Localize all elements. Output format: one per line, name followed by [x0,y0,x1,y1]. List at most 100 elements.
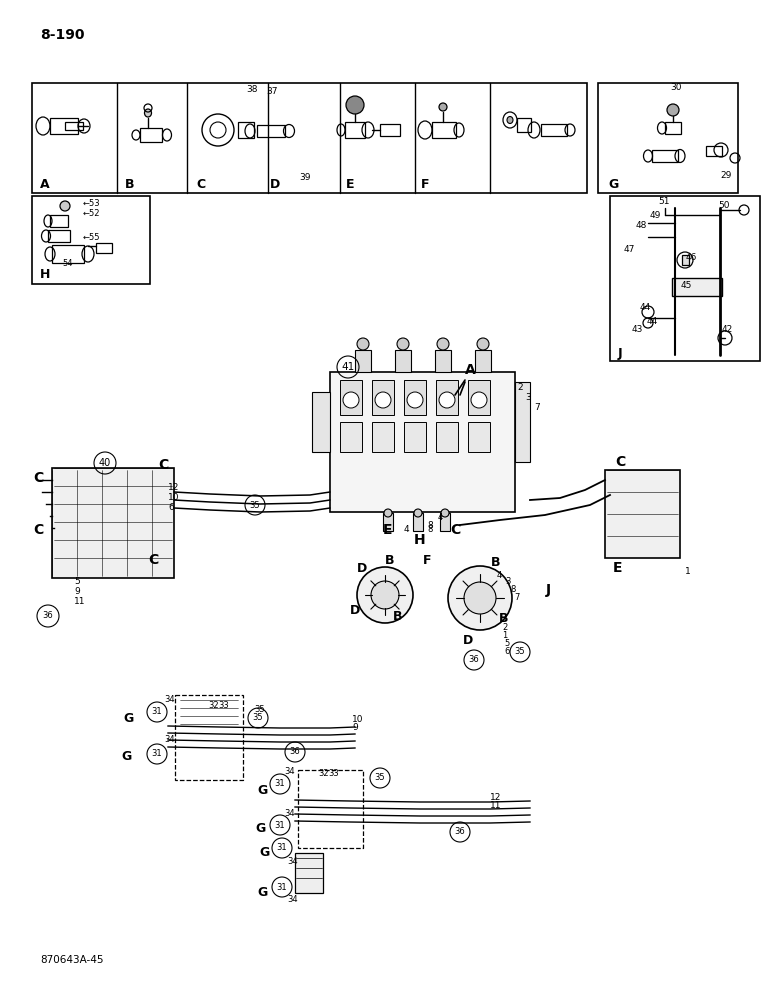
Text: G: G [260,846,270,859]
Text: F: F [423,554,431,566]
Text: 8: 8 [510,585,516,594]
Text: 36: 36 [43,611,53,620]
Text: 8: 8 [427,520,433,530]
Bar [340,422,362,452]
Bar [682,255,689,265]
Text: 32: 32 [209,702,219,710]
Bar [440,513,450,531]
Bar [372,380,394,415]
Bar [50,215,68,227]
Text: 29: 29 [720,172,732,180]
Bar [468,380,490,415]
Circle shape [384,509,392,517]
Bar [65,122,83,130]
Text: 8-190: 8-190 [40,28,84,42]
Text: 5: 5 [505,640,509,648]
Text: 30: 30 [670,83,682,92]
Text: D: D [270,178,280,192]
Text: D: D [463,634,473,647]
Text: 8: 8 [427,526,433,534]
Circle shape [357,567,413,623]
Text: B: B [393,610,402,624]
Text: 4: 4 [438,514,442,522]
Text: 7: 7 [534,403,540,412]
Circle shape [437,338,449,350]
Circle shape [343,392,359,408]
Text: G: G [255,822,265,834]
Text: 5: 5 [74,578,80,586]
Text: ←52: ←52 [83,210,101,219]
Text: C: C [615,455,625,469]
Text: 43: 43 [632,326,644,334]
Bar [345,122,365,138]
Text: 44: 44 [647,318,658,326]
Bar [652,150,678,162]
Text: 34: 34 [288,896,298,904]
Bar [330,372,515,512]
Text: 4: 4 [403,526,409,534]
Circle shape [441,509,449,517]
Bar [436,422,458,452]
Bar [672,278,722,296]
Bar [32,83,587,193]
Text: 12: 12 [168,483,179,491]
Text: C: C [148,553,158,567]
Text: 31: 31 [151,708,162,716]
Text: 37: 37 [266,88,278,97]
Bar [175,695,243,780]
Bar [413,513,423,531]
Text: 9: 9 [74,587,80,596]
Text: 47: 47 [624,245,636,254]
Text: 2: 2 [502,624,508,633]
Text: G: G [258,886,268,898]
Circle shape [397,338,409,350]
Text: 11: 11 [490,802,502,810]
Text: 41: 41 [342,362,355,372]
Bar [436,380,458,415]
Text: 31: 31 [275,780,285,788]
Text: A: A [40,178,50,192]
Text: 36: 36 [455,828,466,836]
Text: 31: 31 [277,882,287,892]
Ellipse shape [439,103,447,111]
Text: 34: 34 [165,696,176,704]
Circle shape [357,338,369,350]
Bar [48,230,70,242]
Bar [295,853,323,893]
Text: 32: 32 [319,770,329,778]
Text: C: C [450,523,460,537]
Text: 50: 50 [718,200,729,210]
Text: G: G [608,178,619,192]
Text: F: F [421,178,430,192]
Text: 34: 34 [285,810,296,818]
Bar [380,124,400,136]
Text: 12: 12 [490,794,502,802]
Text: 39: 39 [300,172,310,182]
Circle shape [375,392,391,408]
Text: D: D [350,603,360,616]
Bar [515,382,530,462]
Bar [435,350,451,372]
Text: 6: 6 [168,504,174,512]
Text: C: C [196,178,205,192]
Text: H: H [414,533,426,547]
Bar [404,380,426,415]
Circle shape [407,392,423,408]
Bar [395,350,411,372]
Text: 34: 34 [165,736,176,744]
Text: 34: 34 [288,857,298,866]
Text: 3: 3 [525,393,531,402]
Bar [52,245,84,263]
Text: J: J [545,583,551,597]
Text: 31: 31 [277,844,287,852]
Text: 35: 35 [253,714,264,722]
Text: E: E [346,178,354,192]
Text: 4: 4 [496,570,502,580]
Text: 54: 54 [62,258,73,267]
Circle shape [448,566,512,630]
Text: 33: 33 [218,702,229,710]
Text: 1: 1 [685,568,691,576]
Bar [404,422,426,452]
Text: B: B [491,556,501,568]
Text: 40: 40 [99,458,111,468]
